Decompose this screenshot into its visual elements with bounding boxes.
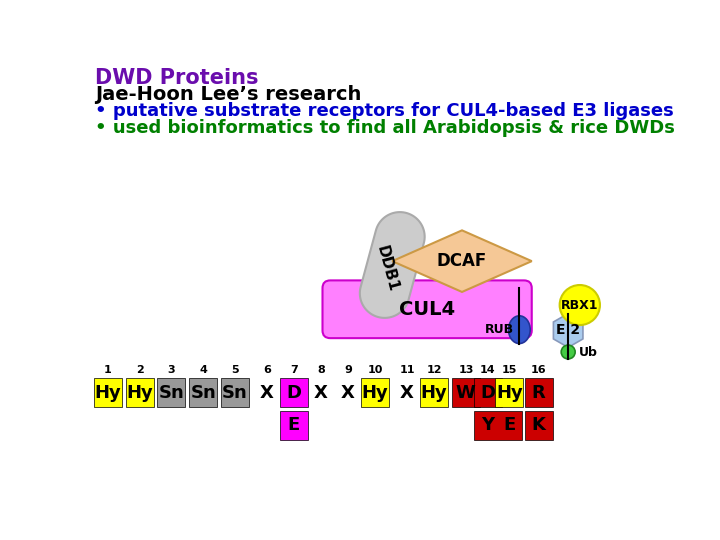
- Polygon shape: [554, 314, 583, 347]
- Text: 7: 7: [290, 365, 297, 375]
- Polygon shape: [360, 212, 425, 318]
- Text: Y: Y: [481, 416, 494, 434]
- Text: • used bioinformatics to find all Arabidopsis & rice DWDs: • used bioinformatics to find all Arabid…: [94, 119, 675, 138]
- Bar: [474, 378, 502, 408]
- Text: Sn: Sn: [158, 384, 184, 402]
- Text: E: E: [503, 416, 516, 434]
- Text: E 2: E 2: [556, 323, 580, 338]
- Bar: [126, 378, 153, 408]
- Text: D: D: [287, 384, 302, 402]
- Text: D: D: [480, 384, 495, 402]
- Polygon shape: [392, 231, 532, 292]
- Text: 11: 11: [399, 365, 415, 375]
- Bar: [158, 378, 185, 408]
- Text: 16: 16: [531, 365, 546, 375]
- Ellipse shape: [508, 316, 530, 343]
- Bar: [280, 378, 307, 408]
- Circle shape: [561, 345, 575, 359]
- Bar: [280, 410, 307, 440]
- Text: R: R: [532, 384, 546, 402]
- Bar: [420, 378, 448, 408]
- Bar: [495, 378, 523, 408]
- Text: DCAF: DCAF: [437, 252, 487, 270]
- Text: 8: 8: [317, 365, 325, 375]
- Bar: [474, 410, 522, 440]
- Text: Sn: Sn: [222, 384, 248, 402]
- Text: Hy: Hy: [362, 384, 389, 402]
- Bar: [452, 378, 480, 408]
- Text: • putative substrate receptors for CUL4-based E3 ligases: • putative substrate receptors for CUL4-…: [94, 102, 673, 120]
- Text: CUL4: CUL4: [399, 300, 455, 319]
- Text: Ub: Ub: [579, 346, 598, 359]
- Text: X: X: [260, 384, 274, 402]
- Text: RBX1: RBX1: [561, 299, 598, 312]
- Text: RUB: RUB: [485, 323, 514, 336]
- Text: E: E: [288, 416, 300, 434]
- Text: W: W: [456, 384, 476, 402]
- FancyBboxPatch shape: [323, 280, 532, 338]
- Text: X: X: [314, 384, 328, 402]
- Bar: [525, 378, 553, 408]
- Text: 4: 4: [199, 365, 207, 375]
- Text: Jae-Hoon Lee’s research: Jae-Hoon Lee’s research: [94, 85, 361, 104]
- Text: X: X: [341, 384, 355, 402]
- Text: 2: 2: [136, 365, 143, 375]
- Text: Hy: Hy: [496, 384, 523, 402]
- Text: 1: 1: [104, 365, 112, 375]
- Text: 14: 14: [480, 365, 495, 375]
- Text: X: X: [400, 384, 414, 402]
- Bar: [361, 378, 389, 408]
- Bar: [94, 378, 122, 408]
- Text: 12: 12: [426, 365, 442, 375]
- Bar: [189, 378, 217, 408]
- Text: 5: 5: [231, 365, 239, 375]
- Text: Hy: Hy: [94, 384, 121, 402]
- Text: DWD Proteins: DWD Proteins: [94, 68, 258, 88]
- Text: 15: 15: [502, 365, 517, 375]
- Text: 10: 10: [367, 365, 383, 375]
- Text: 13: 13: [458, 365, 474, 375]
- Bar: [221, 378, 249, 408]
- Text: Hy: Hy: [420, 384, 447, 402]
- Circle shape: [559, 285, 600, 325]
- Text: 6: 6: [263, 365, 271, 375]
- Text: 9: 9: [344, 365, 352, 375]
- Text: Hy: Hy: [126, 384, 153, 402]
- Bar: [525, 410, 553, 440]
- Text: K: K: [532, 416, 546, 434]
- Text: 3: 3: [168, 365, 175, 375]
- Text: Sn: Sn: [190, 384, 216, 402]
- Text: DDB1: DDB1: [374, 244, 400, 294]
